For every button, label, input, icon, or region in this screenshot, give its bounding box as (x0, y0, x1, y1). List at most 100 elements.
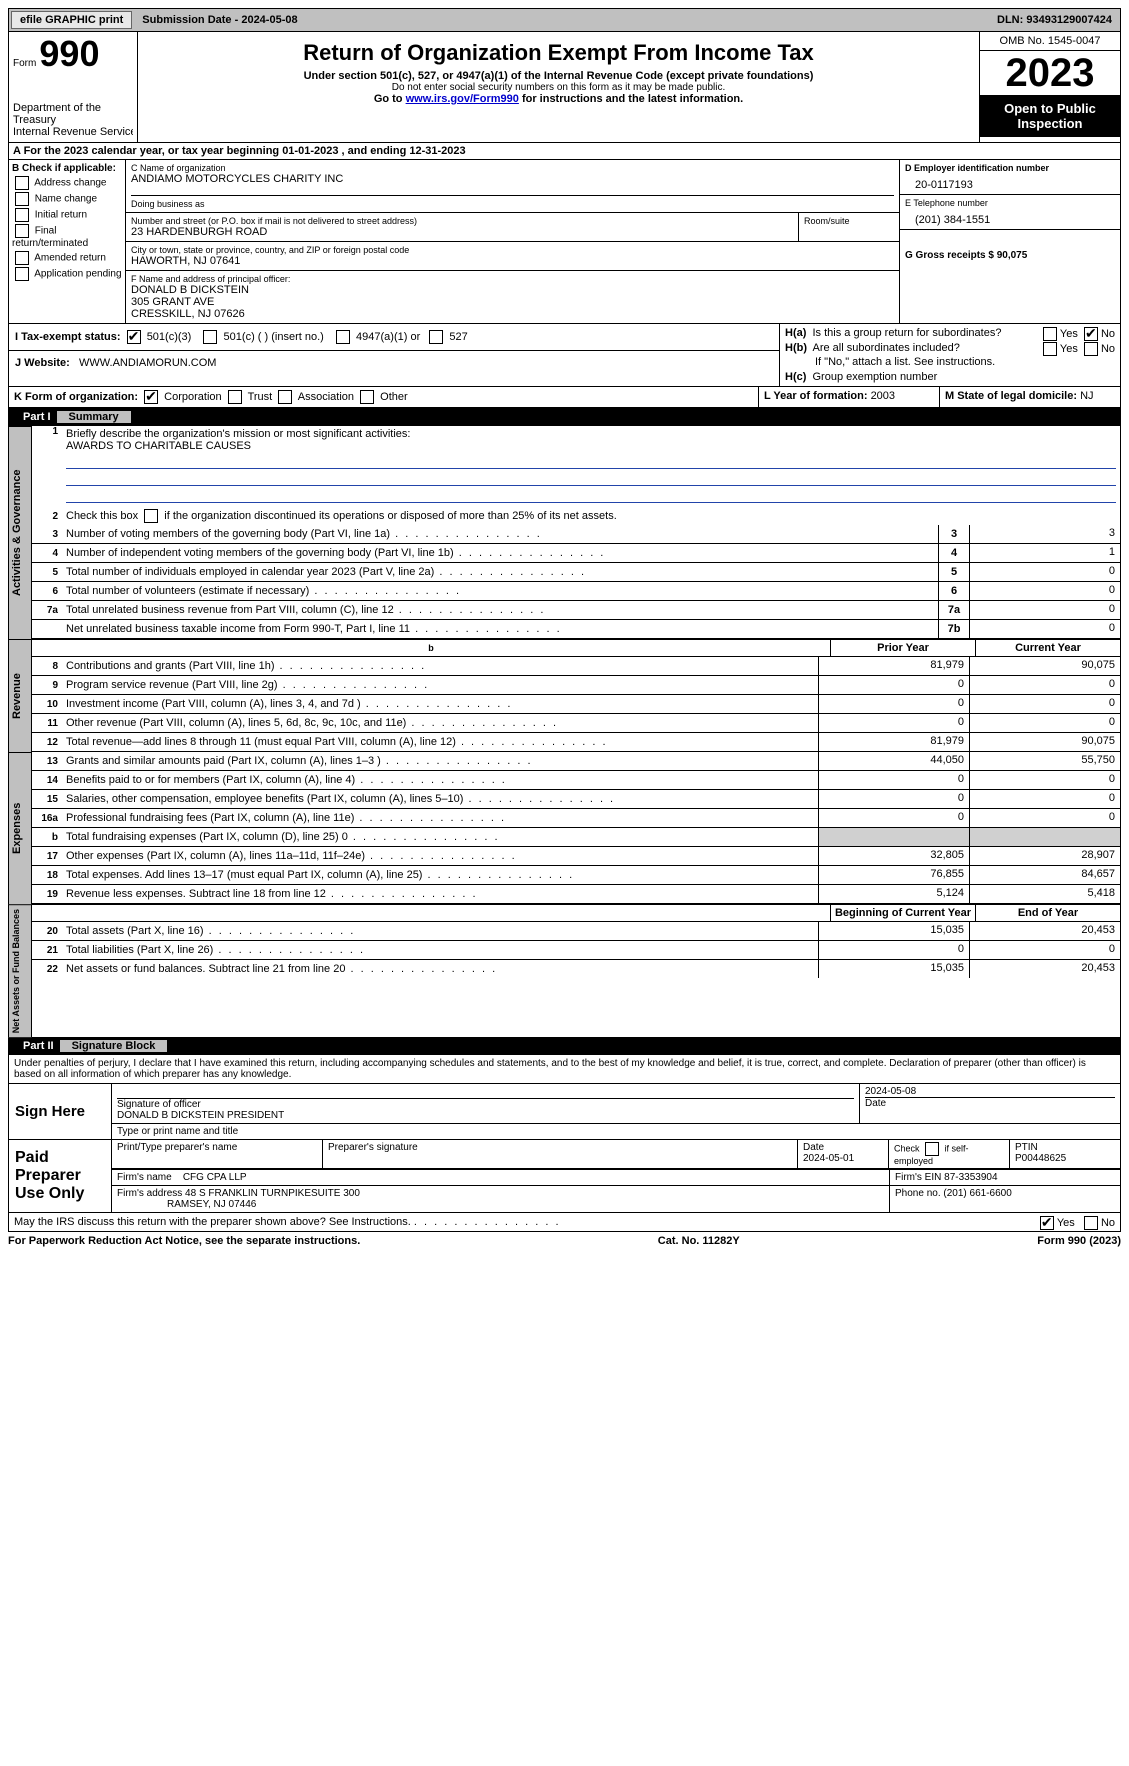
chk-corp[interactable] (144, 390, 158, 404)
h-a: H(a) Is this a group return for subordin… (785, 327, 1115, 339)
line-desc: Total unrelated business revenue from Pa… (62, 602, 938, 618)
prior-value: 15,035 (818, 960, 969, 978)
omb-number: OMB No. 1545-0047 (980, 32, 1120, 51)
ein-value: 20-0117193 (905, 179, 1115, 191)
ssn-notice: Do not enter social security numbers on … (142, 82, 975, 93)
prior-value (818, 828, 969, 846)
name-label: C Name of organization (131, 163, 894, 173)
chk-527[interactable] (429, 330, 443, 344)
current-value: 0 (969, 771, 1120, 789)
discuss-yes[interactable] (1040, 1216, 1054, 1230)
line-desc: Professional fundraising fees (Part IX, … (62, 810, 818, 826)
org-name: ANDIAMO MOTORCYCLES CHARITY INC (131, 173, 894, 185)
line-desc: Total liabilities (Part X, line 26) (62, 942, 818, 958)
part2-header: Part II Signature Block (8, 1037, 1121, 1055)
current-value: 84,657 (969, 866, 1120, 884)
cat-no: Cat. No. 11282Y (658, 1235, 740, 1247)
chk-discontinued[interactable] (144, 509, 158, 523)
street-address: 23 HARDENBURGH ROAD (131, 226, 793, 238)
goto-line: Go to www.irs.gov/Form990 for instructio… (142, 93, 975, 105)
row-a-tax-year: A For the 2023 calendar year, or tax yea… (8, 143, 1121, 160)
sig-date-label: Date (865, 1098, 886, 1109)
chk-trust[interactable] (228, 390, 242, 404)
line-desc: Contributions and grants (Part VIII, lin… (62, 658, 818, 674)
officer-label: F Name and address of principal officer: (131, 274, 894, 284)
dba-label: Doing business as (131, 195, 894, 209)
chk-name-change[interactable] (15, 192, 29, 206)
current-value: 0 (969, 676, 1120, 694)
current-year-hdr: Current Year (976, 640, 1120, 656)
line-desc: Net assets or fund balances. Subtract li… (62, 961, 818, 977)
line-desc: Total fundraising expenses (Part IX, col… (62, 829, 818, 845)
line-value: 0 (969, 582, 1120, 600)
chk-4947[interactable] (336, 330, 350, 344)
efile-print-button[interactable]: efile GRAPHIC print (11, 11, 132, 29)
current-value (969, 828, 1120, 846)
line-desc: Number of independent voting members of … (62, 545, 938, 561)
form-word: Form (13, 58, 36, 69)
h-b: H(b) Are all subordinates included? Yes … (785, 342, 1115, 354)
line-desc: Revenue less expenses. Subtract line 18 … (62, 886, 818, 902)
line-desc: Net unrelated business taxable income fr… (62, 621, 938, 637)
h-b-note: If "No," attach a list. See instructions… (785, 356, 1115, 368)
ptin-value: P00448625 (1015, 1153, 1066, 1164)
side-governance: Activities & Governance (8, 426, 32, 639)
current-value: 28,907 (969, 847, 1120, 865)
current-value: 20,453 (969, 960, 1120, 978)
tax-year: 2023 (980, 51, 1120, 95)
chk-assoc[interactable] (278, 390, 292, 404)
line-value: 0 (969, 601, 1120, 619)
chk-initial-return[interactable] (15, 208, 29, 222)
chk-501c[interactable] (203, 330, 217, 344)
phone-label: E Telephone number (905, 198, 1115, 208)
chk-self-emp[interactable] (925, 1142, 939, 1156)
prior-value: 0 (818, 695, 969, 713)
hb-no[interactable] (1084, 342, 1098, 356)
firm-address: 48 S FRANKLIN TURNPIKESUITE 300 (185, 1188, 360, 1199)
line2-text: Check this box if the organization disco… (66, 510, 617, 522)
submission-label: Submission Date - 2024-05-08 (136, 14, 303, 26)
tax-status-label: I Tax-exempt status: (15, 331, 121, 343)
prep-name-label: Print/Type preparer's name (117, 1142, 237, 1153)
discuss-row: May the IRS discuss this return with the… (8, 1213, 1121, 1232)
line-desc: Program service revenue (Part VIII, line… (62, 677, 818, 693)
current-value: 55,750 (969, 752, 1120, 770)
end-year-hdr: End of Year (976, 905, 1120, 921)
current-value: 0 (969, 790, 1120, 808)
prior-value: 32,805 (818, 847, 969, 865)
hb-yes[interactable] (1043, 342, 1057, 356)
prior-value: 0 (818, 714, 969, 732)
prior-value: 81,979 (818, 733, 969, 751)
chk-other[interactable] (360, 390, 374, 404)
chk-final-return-terminated[interactable] (15, 224, 29, 238)
irs-link[interactable]: www.irs.gov/Form990 (406, 93, 519, 105)
chk-application-pending[interactable] (15, 267, 29, 281)
prior-value: 5,124 (818, 885, 969, 903)
discuss-no[interactable] (1084, 1216, 1098, 1230)
sig-officer-label: Signature of officer (117, 1099, 201, 1110)
form-header: Form 990 Department of the Treasury Inte… (8, 32, 1121, 143)
open-inspection: Open to Public Inspection (980, 95, 1120, 137)
room-label: Room/suite (804, 216, 894, 226)
line-value: 1 (969, 544, 1120, 562)
col-b-checkboxes: B Check if applicable: Address change Na… (9, 160, 126, 323)
city-state-zip: HAWORTH, NJ 07641 (131, 255, 894, 267)
city-label: City or town, state or province, country… (131, 245, 894, 255)
ha-yes[interactable] (1043, 327, 1057, 341)
current-value: 0 (969, 714, 1120, 732)
ha-no[interactable] (1084, 327, 1098, 341)
dept-treasury: Department of the Treasury (13, 102, 133, 126)
current-value: 90,075 (969, 733, 1120, 751)
line-desc: Investment income (Part VIII, column (A)… (62, 696, 818, 712)
chk-amended-return[interactable] (15, 251, 29, 265)
officer-addr1: 305 GRANT AVE (131, 296, 894, 308)
website-label: J Website: (15, 357, 70, 369)
chk-501c3[interactable] (127, 330, 141, 344)
prep-date: 2024-05-01 (803, 1153, 854, 1164)
current-value: 20,453 (969, 922, 1120, 940)
chk-address-change[interactable] (15, 176, 29, 190)
ein-label: D Employer identification number (905, 163, 1115, 173)
prep-sig-label: Preparer's signature (328, 1142, 418, 1153)
signature-grid: Sign Here Signature of officer DONALD B … (8, 1084, 1121, 1213)
firm-ein: 87-3353904 (944, 1172, 997, 1183)
